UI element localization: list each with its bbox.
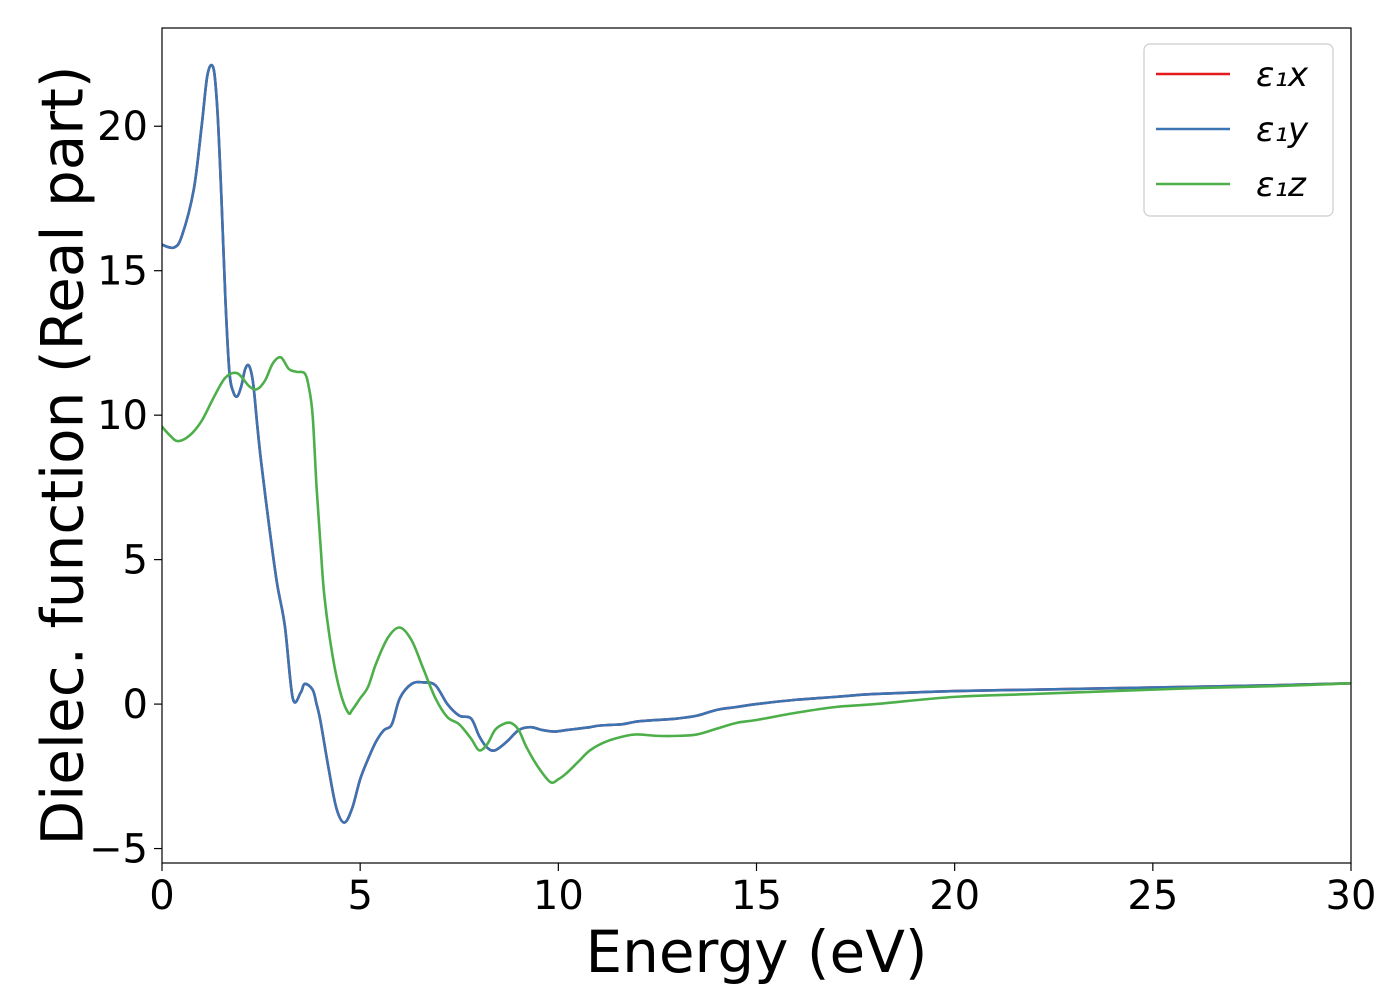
legend-box <box>1143 43 1334 217</box>
x-tick-label: 20 <box>929 873 980 919</box>
legend-label-1: ε₁x <box>1256 55 1309 95</box>
y-tick-label: 5 <box>123 538 148 584</box>
legend-label-2: ε₁y <box>1256 110 1309 150</box>
series-layer <box>162 63 1351 824</box>
y-tick-label: 0 <box>123 682 148 728</box>
x-tick-label: 25 <box>1127 873 1178 919</box>
y-tick-label: −5 <box>89 827 148 873</box>
legend-label-3: ε₁z <box>1256 165 1307 205</box>
x-tick-label: 10 <box>533 873 584 919</box>
series-line-2 <box>162 63 1351 824</box>
y-axis-ticks: −5 0 5 10 15 20 <box>89 104 162 873</box>
series-line-3 <box>162 355 1351 784</box>
legend: ε₁x ε₁y ε₁z <box>1143 43 1334 217</box>
x-tick-label: 0 <box>149 873 174 919</box>
y-tick-label: 20 <box>97 104 148 150</box>
y-tick-label: 15 <box>97 249 148 295</box>
x-axis-ticks: 0 5 10 15 20 25 30 <box>149 863 1376 919</box>
x-tick-label: 5 <box>347 873 372 919</box>
x-axis-label: Energy (eV) <box>585 918 927 986</box>
y-axis-label: Dielec. function (Real part) <box>28 65 96 845</box>
x-tick-label: 30 <box>1326 873 1377 919</box>
y-tick-label: 10 <box>97 393 148 439</box>
x-tick-label: 15 <box>731 873 782 919</box>
